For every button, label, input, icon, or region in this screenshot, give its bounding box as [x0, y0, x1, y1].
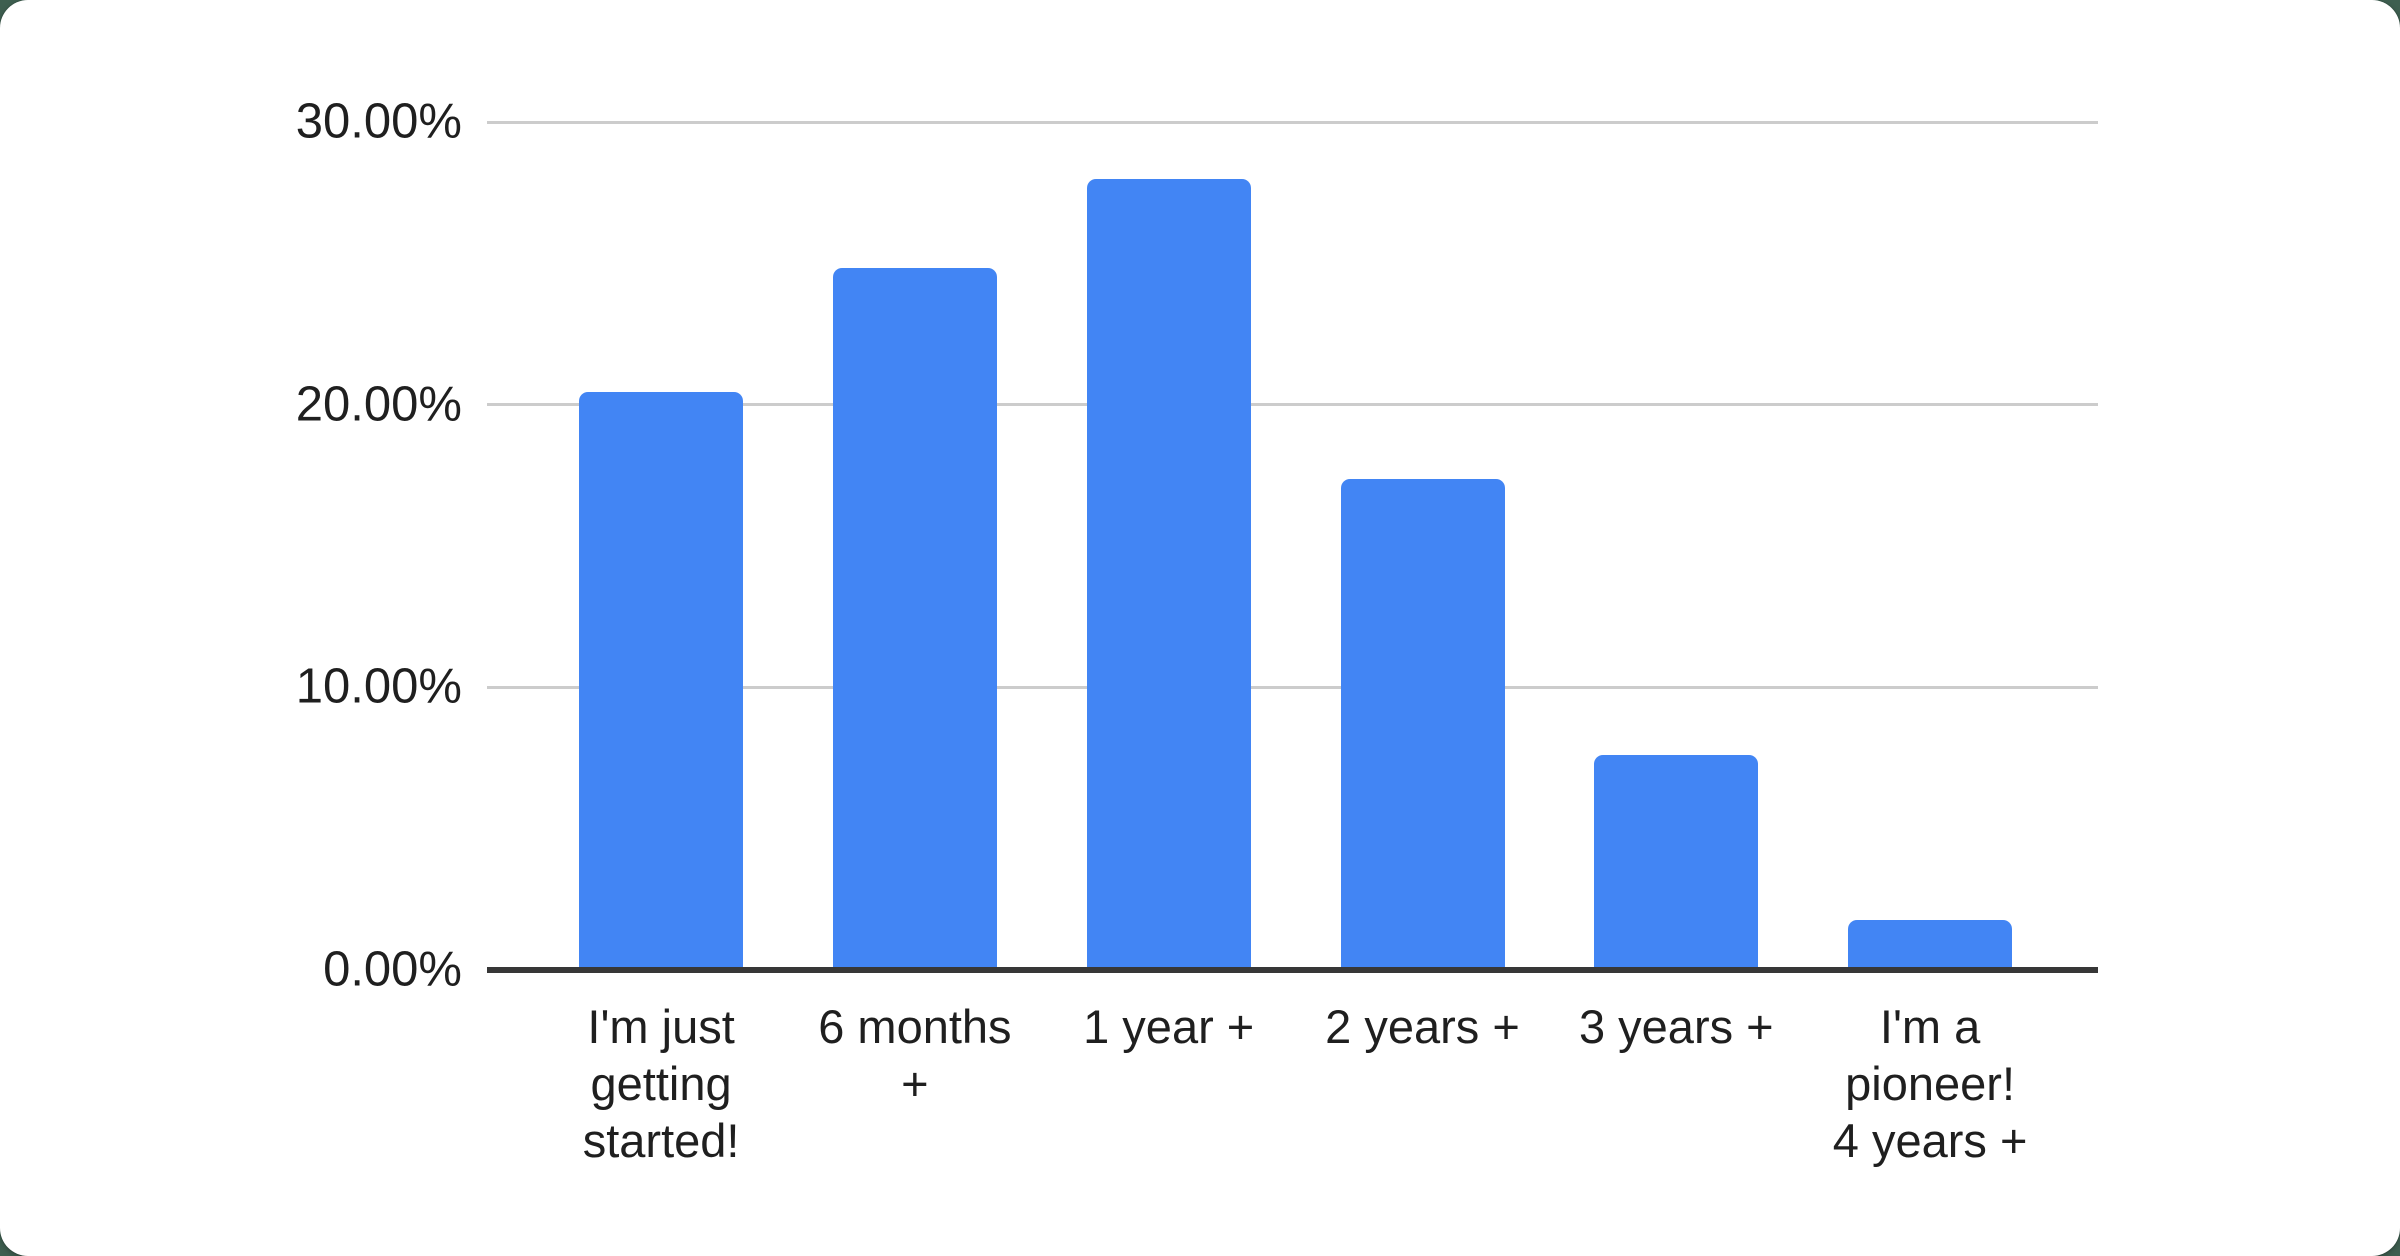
y-axis-tick-label: 0.00% — [323, 942, 462, 997]
bar-4[interactable] — [1340, 478, 1505, 972]
bar-1[interactable] — [579, 391, 744, 972]
y-axis-tick-label: 10.00% — [295, 659, 462, 714]
y-axis-tick-label: 30.00% — [295, 94, 462, 149]
y-axis-tick-label: 20.00% — [295, 377, 462, 432]
gridline — [487, 685, 2098, 689]
bar-2[interactable] — [832, 268, 997, 972]
bar-3[interactable] — [1086, 179, 1251, 972]
x-axis-tick-label: I'm a pioneer! 4 years + — [1832, 1000, 2028, 1167]
x-axis-tick-label: I'm just getting started! — [582, 1000, 740, 1167]
x-axis-tick-label: 6 months + — [818, 1000, 1012, 1110]
bar-5[interactable] — [1594, 755, 1759, 972]
x-axis-tick-label: 1 year + — [1083, 1000, 1255, 1053]
gridline — [487, 120, 2098, 124]
bar-6[interactable] — [1848, 919, 2013, 972]
x-axis-tick-label: 3 years + — [1578, 1000, 1774, 1053]
gridline — [487, 403, 2098, 407]
x-axis-tick-label: 2 years + — [1325, 1000, 1520, 1053]
x-axis-line — [487, 967, 2098, 973]
